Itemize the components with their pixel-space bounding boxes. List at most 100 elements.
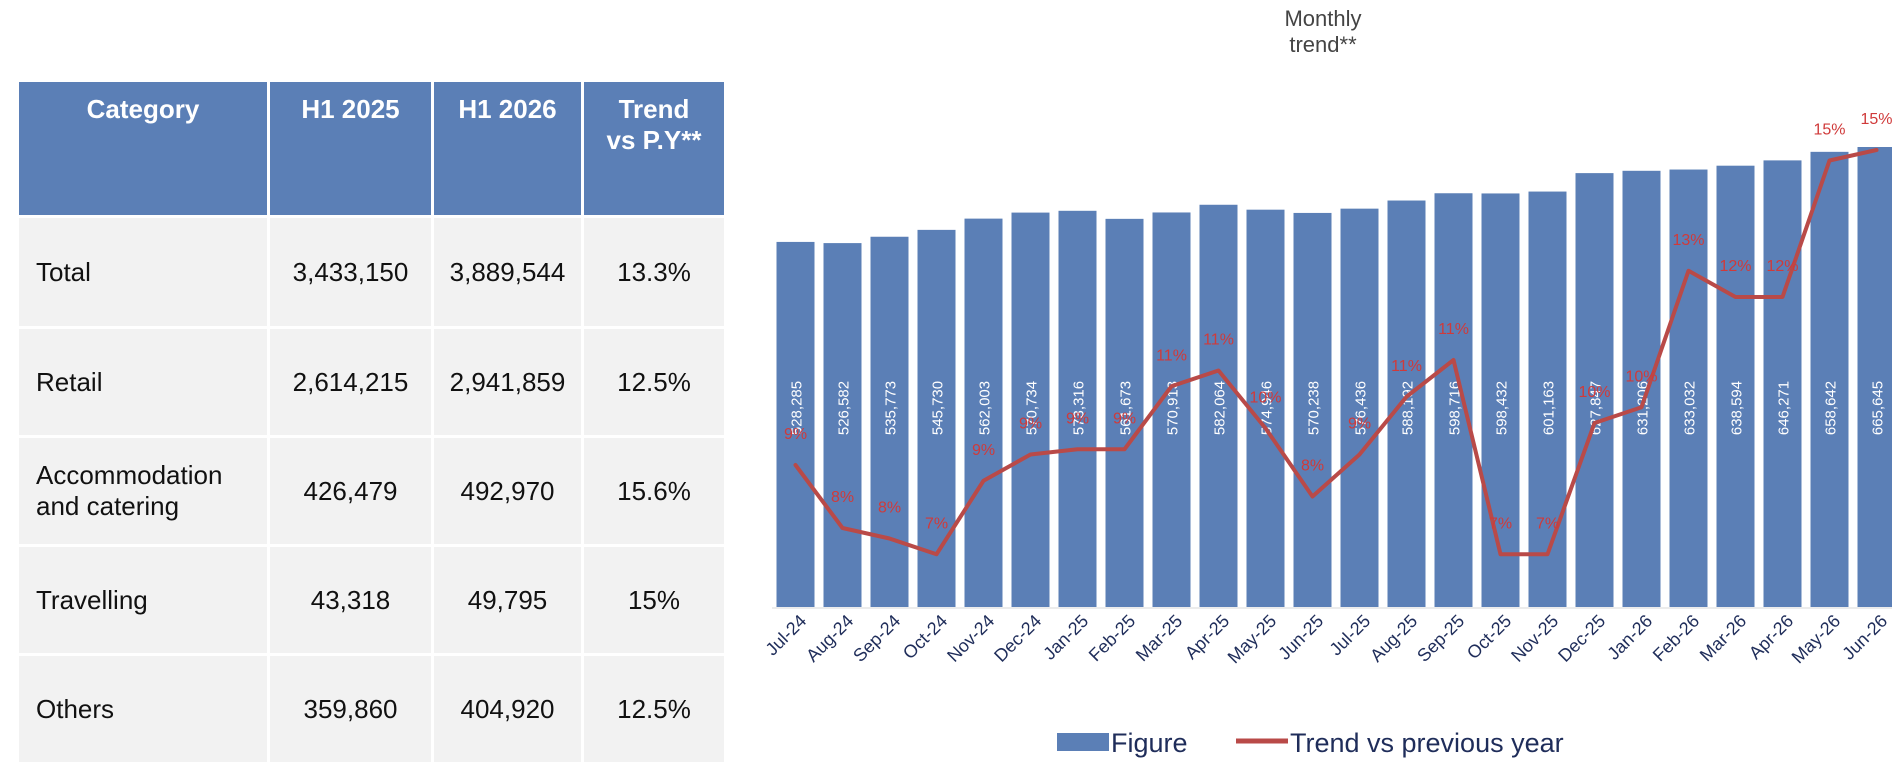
trend-value-label: 9% <box>1113 410 1136 427</box>
bar <box>1246 209 1285 608</box>
trend-value-label: 12% <box>1766 258 1798 275</box>
chart-title: Monthly trend** <box>1284 6 1362 57</box>
trend-value-label: 15% <box>1813 122 1845 139</box>
bar-value-label: 574,946 <box>1259 381 1276 435</box>
x-tick-label: Oct-25 <box>1463 611 1515 663</box>
trend-value-label: 9% <box>1348 416 1371 433</box>
table-row: Others 359,860 404,920 12.5% <box>19 656 724 762</box>
bar <box>1622 170 1661 607</box>
trend-value-label: 7% <box>1536 515 1559 532</box>
trend-value-label: 12% <box>1719 258 1751 275</box>
header-h1-2026: H1 2026 <box>434 82 581 215</box>
x-tick-label: Sep-25 <box>1413 611 1468 666</box>
bar-value-label: 570,734 <box>1024 381 1041 435</box>
trend-value-label: 11% <box>1203 332 1234 349</box>
x-tick-label: Aug-24 <box>802 611 857 666</box>
cell-trend: 13.3% <box>584 218 724 326</box>
bar-value-label: 545,730 <box>930 381 947 435</box>
trend-value-label: 15% <box>1860 111 1892 128</box>
bar <box>1763 160 1802 607</box>
legend-figure-swatch <box>1057 733 1109 751</box>
bar <box>1528 191 1567 608</box>
x-tick-label: Aug-25 <box>1366 611 1421 666</box>
cell-h1-2026: 2,941,859 <box>434 329 581 435</box>
trend-value-label: 10% <box>1625 368 1657 385</box>
table-row: Total 3,433,150 3,889,544 13.3% <box>19 218 724 326</box>
cell-category: Others <box>19 656 267 762</box>
x-tick-label: Dec-25 <box>1554 611 1609 666</box>
x-tick-label: Nov-24 <box>943 611 998 666</box>
cell-trend: 15% <box>584 547 724 653</box>
bar-value-label: 633,032 <box>1682 381 1699 435</box>
bar-value-label: 562,003 <box>977 381 994 435</box>
cell-trend: 12.5% <box>584 329 724 435</box>
bar <box>1105 218 1144 608</box>
x-tick-label: Jun-25 <box>1274 611 1327 664</box>
bar <box>1575 173 1614 607</box>
bar <box>870 236 909 608</box>
bar <box>964 218 1003 607</box>
cell-h1-2025: 2,614,215 <box>270 329 431 435</box>
bar <box>1810 151 1849 608</box>
data-table: Category H1 2025 H1 2026 Trend vs P.Y** … <box>16 79 727 765</box>
x-tick-label: Mar-25 <box>1132 611 1186 665</box>
bar-value-label: 576,436 <box>1353 381 1370 435</box>
trend-value-label: 11% <box>1391 358 1422 375</box>
bar-value-label: 582,064 <box>1212 381 1229 435</box>
cell-h1-2025: 359,860 <box>270 656 431 762</box>
table-row: Accommodation and catering 426,479 492,9… <box>19 438 724 544</box>
bar-value-label: 570,238 <box>1306 381 1323 435</box>
cell-h1-2025: 43,318 <box>270 547 431 653</box>
x-tick-label: Dec-24 <box>990 611 1045 666</box>
cell-category: Total <box>19 218 267 326</box>
bar-value-label: 526,582 <box>836 381 853 435</box>
bar-value-label: 598,716 <box>1447 381 1464 435</box>
trend-value-label: 10% <box>1578 384 1610 401</box>
bar <box>1058 210 1097 607</box>
trend-value-label: 8% <box>831 489 854 506</box>
header-trend: Trend vs P.Y** <box>584 82 724 215</box>
bar-value-label: 573,316 <box>1071 381 1088 435</box>
bar-value-label: 570,913 <box>1165 381 1182 435</box>
cell-category: Retail <box>19 329 267 435</box>
table-header-row: Category H1 2025 H1 2026 Trend vs P.Y** <box>19 82 724 215</box>
bar <box>917 229 956 607</box>
bar-value-label: 665,645 <box>1870 381 1887 435</box>
header-category: Category <box>19 82 267 215</box>
x-tick-label: May-26 <box>1788 611 1845 668</box>
x-tick-label: Jan-26 <box>1603 611 1656 664</box>
bar-value-label: 638,594 <box>1729 381 1746 435</box>
trend-value-label: 9% <box>1066 410 1089 427</box>
bar <box>1340 208 1379 607</box>
bar <box>1293 212 1332 607</box>
trend-line <box>793 148 1879 557</box>
bar <box>823 243 862 607</box>
x-tick-label: Jun-26 <box>1838 611 1891 664</box>
trend-value-label: 9% <box>784 426 807 443</box>
header-h1-2025: H1 2025 <box>270 82 431 215</box>
bar-value-label: 658,642 <box>1823 381 1840 435</box>
cell-h1-2026: 492,970 <box>434 438 581 544</box>
bar <box>776 241 815 607</box>
trend-value-label: 8% <box>878 500 901 517</box>
trend-value-label: 9% <box>1019 416 1042 433</box>
bar <box>1857 147 1892 607</box>
trend-value-label: 13% <box>1672 232 1704 249</box>
bar-value-label: 646,271 <box>1776 381 1793 435</box>
bar <box>1199 204 1238 607</box>
x-tick-label: Jan-25 <box>1039 611 1092 664</box>
bar <box>1011 212 1050 607</box>
bar <box>1481 193 1520 607</box>
cell-h1-2026: 3,889,544 <box>434 218 581 326</box>
bar-value-label: 601,163 <box>1541 381 1558 435</box>
bar-value-label: 535,773 <box>883 381 900 435</box>
bar <box>1434 193 1473 607</box>
table-row: Travelling 43,318 49,795 15% <box>19 547 724 653</box>
bar-value-label: 528,285 <box>789 381 806 435</box>
table-row: Retail 2,614,215 2,941,859 12.5% <box>19 329 724 435</box>
cell-category: Accommodation and catering <box>19 438 267 544</box>
cell-trend: 12.5% <box>584 656 724 762</box>
trend-value-label: 11% <box>1156 347 1187 364</box>
trend-value-label: 10% <box>1249 389 1281 406</box>
